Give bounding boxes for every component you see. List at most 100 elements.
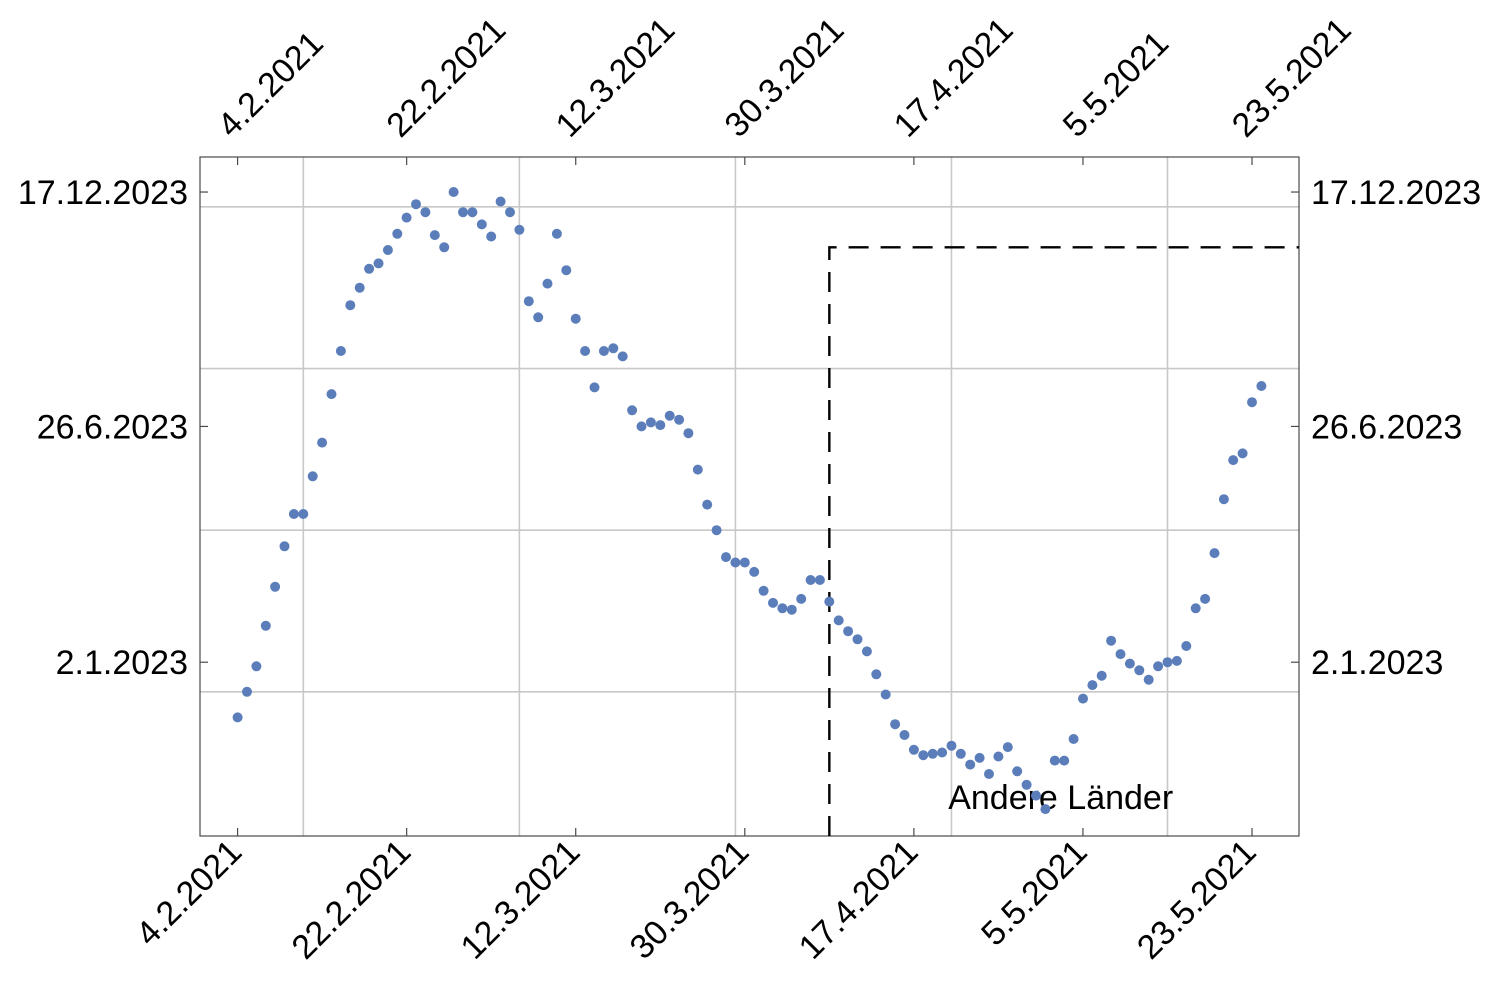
x-tick-label-top: 12.3.2021 [549, 11, 683, 145]
data-point [1218, 494, 1229, 505]
data-point [749, 566, 760, 577]
x-tick-label-bottom: 22.2.2021 [284, 833, 418, 967]
data-point [721, 552, 731, 563]
data-point [411, 199, 421, 210]
data-point [758, 585, 769, 596]
data-point [871, 669, 882, 680]
data-point [918, 750, 929, 761]
data-point [946, 740, 957, 751]
data-point [814, 575, 825, 585]
data-point [1143, 674, 1154, 685]
data-point [1153, 661, 1164, 672]
data-point [260, 620, 271, 631]
data-point [739, 557, 750, 568]
x-tick-label-top: 22.2.2021 [379, 11, 513, 145]
data-point [373, 258, 384, 269]
data-point [861, 646, 872, 657]
data-point [1115, 649, 1126, 660]
data-point [1002, 742, 1013, 753]
data-point [392, 228, 403, 239]
data-point [439, 242, 450, 253]
data-point [1049, 755, 1060, 766]
data-point [974, 752, 985, 763]
data-point [542, 278, 553, 289]
data-point [805, 575, 816, 585]
data-point [1162, 657, 1173, 668]
data-point [1078, 693, 1088, 704]
data-point [655, 420, 666, 431]
data-point [692, 464, 703, 475]
annotation-label: Andere Länder [948, 779, 1173, 817]
data-point [768, 597, 778, 608]
data-point [1237, 448, 1248, 459]
data-point [486, 231, 497, 242]
data-point [1209, 548, 1220, 559]
data-point [711, 525, 722, 536]
annotation-region: Andere Länder [828, 246, 1299, 836]
data-point [824, 596, 835, 607]
data-point [1068, 734, 1079, 744]
data-point [242, 686, 252, 697]
y-tick-label-right: 26.6.2023 [1311, 408, 1462, 446]
data-point [608, 343, 619, 354]
data-point [561, 265, 572, 276]
data-point [1247, 397, 1257, 408]
data-point [899, 730, 910, 740]
data-point [448, 187, 459, 197]
data-point [1031, 790, 1041, 801]
data-point [589, 382, 600, 393]
data-point [937, 747, 948, 758]
x-tick-label-bottom: 4.2.2021 [129, 833, 249, 953]
data-point [458, 207, 468, 218]
data-point [1040, 804, 1051, 815]
data-point [627, 405, 638, 416]
data-point [317, 437, 328, 448]
data-point [1106, 635, 1117, 646]
x-tick-label-top: 4.2.2021 [210, 24, 330, 144]
data-point [307, 471, 318, 482]
grid-lines [200, 157, 1299, 836]
x-tick-label-top: 5.5.2021 [1056, 24, 1176, 144]
y-tick-label-left: 17.12.2023 [18, 174, 188, 212]
data-point [326, 389, 337, 400]
x-tick-label-bottom: 17.4.2021 [792, 833, 926, 967]
x-tick-label-bottom: 12.3.2021 [454, 833, 588, 967]
data-point [1181, 641, 1192, 651]
data-point [683, 428, 694, 439]
annotation-dashed-box [828, 246, 1299, 836]
data-point [533, 312, 544, 323]
data-point [364, 263, 375, 274]
data-point [429, 230, 440, 241]
data-point [288, 509, 299, 519]
data-point [1228, 455, 1239, 466]
data-point [833, 615, 844, 626]
data-point [551, 228, 562, 239]
data-point [880, 689, 891, 700]
data-point [1190, 603, 1201, 614]
data-points [232, 187, 1267, 815]
y-tick-label-left: 26.6.2023 [37, 408, 188, 446]
data-point [1021, 779, 1032, 790]
data-point [345, 300, 356, 311]
x-tick-label-top: 23.5.2021 [1225, 11, 1359, 145]
data-point [279, 541, 290, 552]
data-point [514, 224, 525, 235]
data-point [1096, 670, 1107, 681]
data-point [674, 414, 685, 425]
data-point [730, 557, 741, 568]
x-tick-label-bottom: 5.5.2021 [974, 833, 1094, 953]
data-point [617, 351, 628, 362]
y-tick-label-right: 17.12.2023 [1311, 174, 1481, 212]
data-point [1200, 593, 1211, 604]
plot-frame [199, 156, 1300, 837]
y-tick-label-right: 2.1.2023 [1311, 644, 1443, 682]
x-tick-label-top: 17.4.2021 [887, 11, 1021, 145]
data-point [1134, 665, 1145, 676]
data-point [1171, 655, 1182, 666]
data-point [505, 207, 515, 218]
data-point [467, 207, 478, 218]
data-point [796, 593, 807, 604]
data-point [354, 282, 365, 293]
x-tick-label-bottom: 30.3.2021 [623, 833, 757, 967]
